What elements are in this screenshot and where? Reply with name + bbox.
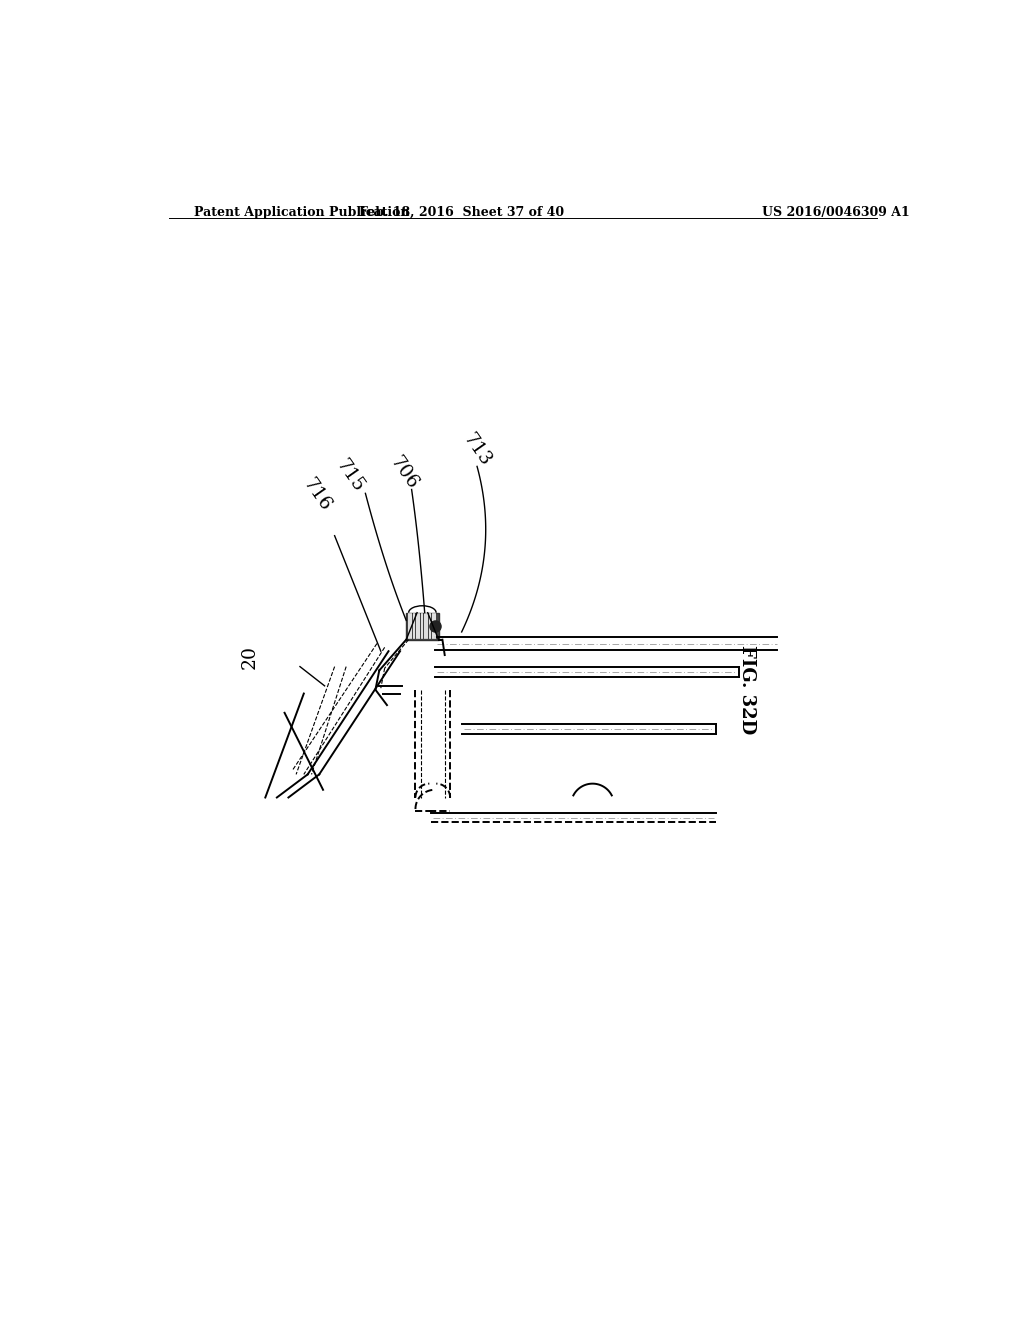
Text: 716: 716 [299, 475, 335, 515]
Bar [407, 612, 438, 640]
Text: FIG. 32D: FIG. 32D [737, 645, 756, 734]
Text: US 2016/0046309 A1: US 2016/0046309 A1 [762, 206, 909, 219]
Text: 713: 713 [460, 429, 495, 470]
Text: Feb. 18, 2016  Sheet 37 of 40: Feb. 18, 2016 Sheet 37 of 40 [359, 206, 564, 219]
Text: 706: 706 [386, 453, 422, 492]
Text: 715: 715 [333, 455, 368, 495]
Text: Patent Application Publication: Patent Application Publication [194, 206, 410, 219]
Text: 20: 20 [241, 644, 259, 669]
